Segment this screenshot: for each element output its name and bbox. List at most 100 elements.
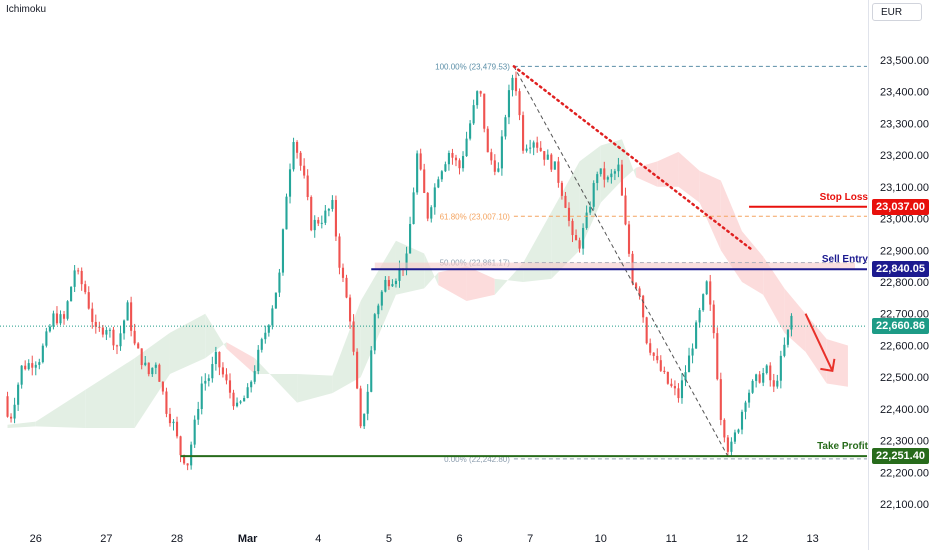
take-profit-price-tag: 22,251.40 bbox=[872, 448, 929, 465]
ichimoku-cloud-segment bbox=[134, 332, 170, 428]
candle-body bbox=[522, 115, 525, 151]
candle-body bbox=[41, 345, 44, 363]
candle-body bbox=[762, 373, 765, 383]
candle-body bbox=[719, 379, 722, 420]
candle-body bbox=[638, 288, 641, 296]
candle-body bbox=[122, 320, 126, 334]
candle-body bbox=[532, 142, 535, 148]
y-tick-label: 22,100.00 bbox=[880, 499, 929, 511]
candle-body bbox=[578, 240, 581, 249]
indicator-label: Ichimoku bbox=[6, 4, 47, 15]
candle-body bbox=[702, 294, 705, 311]
candle-body bbox=[504, 117, 507, 137]
candle-body bbox=[204, 380, 207, 384]
candle-body bbox=[557, 161, 560, 183]
ichimoku-cloud-segment bbox=[7, 421, 36, 428]
x-tick-label: 26 bbox=[30, 533, 42, 545]
candle-body bbox=[691, 348, 694, 356]
candle-body bbox=[511, 77, 514, 91]
candle-body bbox=[285, 196, 288, 230]
candle-body bbox=[553, 161, 556, 170]
candle-body bbox=[447, 153, 450, 165]
y-tick-label: 22,800.00 bbox=[880, 277, 929, 289]
y-tick-label: 22,400.00 bbox=[880, 404, 929, 416]
candle-body bbox=[391, 284, 394, 287]
candle-body bbox=[783, 344, 786, 356]
candle-body bbox=[327, 208, 330, 211]
candle-body bbox=[461, 156, 465, 169]
candle-body bbox=[317, 219, 320, 224]
candle-body bbox=[514, 77, 518, 92]
candle-body bbox=[370, 350, 373, 392]
fib-level-label: 0.00% (22,242.80) bbox=[444, 455, 510, 464]
candle-body bbox=[656, 355, 659, 361]
candle-body bbox=[582, 227, 585, 249]
candle-body bbox=[670, 383, 673, 387]
candle-body bbox=[207, 378, 210, 381]
candle-body bbox=[726, 437, 729, 452]
y-tick-label: 23,100.00 bbox=[880, 182, 929, 194]
candle-body bbox=[193, 419, 196, 445]
candle-body bbox=[130, 302, 133, 331]
x-tick-label: 13 bbox=[807, 533, 819, 545]
candle-body bbox=[543, 151, 546, 160]
candle-body bbox=[359, 388, 362, 427]
candle-body bbox=[585, 212, 588, 228]
candle-body bbox=[31, 363, 34, 368]
candle-body bbox=[698, 310, 701, 323]
candle-body bbox=[454, 157, 458, 161]
x-tick-label: 6 bbox=[456, 533, 462, 545]
y-tick-label: 23,300.00 bbox=[880, 118, 929, 130]
x-tick-label: 4 bbox=[315, 533, 321, 545]
candle-body bbox=[348, 297, 352, 322]
candle-body bbox=[666, 371, 669, 384]
candle-body bbox=[356, 351, 359, 389]
candle-body bbox=[84, 284, 87, 293]
y-tick-label: 22,200.00 bbox=[880, 467, 929, 479]
candle-body bbox=[119, 333, 122, 347]
candle-body bbox=[497, 168, 500, 172]
candle-body bbox=[419, 153, 422, 170]
candle-body bbox=[126, 302, 129, 321]
candle-body bbox=[45, 331, 48, 346]
candle-body bbox=[27, 363, 30, 370]
candle-body bbox=[384, 279, 387, 292]
candle-body bbox=[363, 413, 366, 427]
candle-body bbox=[755, 374, 758, 381]
candle-body bbox=[70, 286, 73, 302]
ichimoku-cloud-segment bbox=[205, 313, 227, 359]
candle-body bbox=[536, 142, 539, 148]
y-tick-label: 23,000.00 bbox=[880, 214, 929, 226]
candle-body bbox=[529, 147, 532, 149]
candle-body bbox=[338, 236, 341, 268]
candle-body bbox=[695, 322, 698, 349]
candle-body bbox=[310, 197, 313, 231]
candle-body bbox=[264, 332, 267, 340]
currency-selector[interactable]: EUR bbox=[872, 3, 922, 21]
candle-body bbox=[405, 253, 408, 270]
candle-body bbox=[589, 206, 592, 213]
candle-body bbox=[493, 160, 496, 172]
candle-body bbox=[433, 187, 436, 208]
x-tick-label: 11 bbox=[666, 533, 677, 545]
candle-body bbox=[444, 164, 447, 172]
ichimoku-cloud-segment bbox=[226, 342, 255, 375]
candle-body bbox=[154, 364, 157, 368]
candle-body bbox=[426, 192, 429, 219]
candle-body bbox=[737, 429, 740, 433]
fib-level-label: 100.00% (23,479.53) bbox=[435, 62, 510, 71]
candle-body bbox=[712, 304, 715, 334]
candle-body bbox=[652, 352, 655, 356]
candle-body bbox=[748, 392, 751, 403]
ichimoku-cloud-segment bbox=[579, 145, 601, 251]
candle-body bbox=[430, 207, 433, 219]
candle-body bbox=[228, 380, 232, 393]
candle-body bbox=[596, 174, 599, 184]
forecast-arrowhead bbox=[820, 358, 836, 373]
y-tick-label: 22,700.00 bbox=[880, 309, 929, 321]
candle-body bbox=[324, 210, 327, 223]
candle-body bbox=[158, 364, 161, 382]
candle-body bbox=[186, 463, 189, 466]
x-tick-label: 7 bbox=[527, 533, 533, 545]
candle-body bbox=[161, 381, 164, 392]
